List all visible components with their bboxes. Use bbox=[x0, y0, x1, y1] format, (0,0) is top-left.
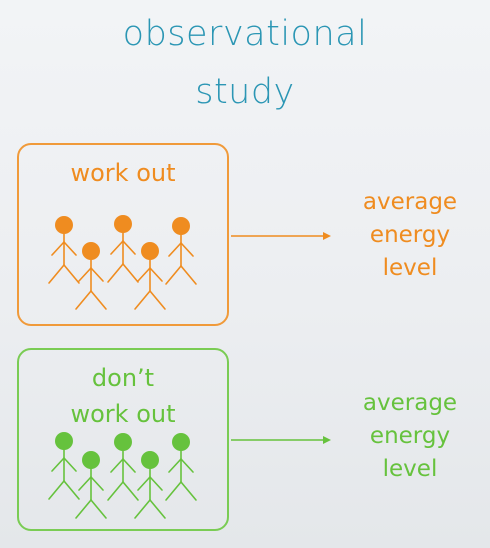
outcome-line: average bbox=[362, 390, 458, 416]
dont-work-out-label-line-2: work out bbox=[70, 400, 176, 428]
work-out-label: work out bbox=[70, 159, 176, 187]
outcome-line: average bbox=[362, 189, 458, 215]
outcome-line: energy bbox=[369, 423, 451, 449]
dont-work-out-label-line-1: don’t bbox=[91, 364, 155, 392]
outcome-line: energy bbox=[369, 222, 451, 248]
stick-figure-icon bbox=[107, 433, 139, 501]
arrow-right-icon bbox=[231, 232, 331, 240]
work-out-group-box: work out bbox=[17, 143, 229, 326]
stick-figure-icon bbox=[48, 216, 80, 284]
stick-figure-icon bbox=[165, 433, 197, 501]
stick-figure-icon bbox=[107, 215, 139, 283]
work-out-outcome: average energy level bbox=[340, 186, 480, 285]
stick-figure-icon bbox=[75, 242, 107, 310]
stick-figure-icon bbox=[134, 242, 166, 310]
stick-figure-icon bbox=[134, 451, 166, 519]
dont-work-out-group-box: don’t work out bbox=[17, 348, 229, 531]
arrow-right-icon bbox=[231, 436, 331, 444]
stick-figure-icon bbox=[48, 432, 80, 500]
stick-figure-icon bbox=[75, 451, 107, 519]
outcome-line: level bbox=[382, 255, 438, 281]
stick-figure-icon bbox=[165, 217, 197, 285]
outcome-line: level bbox=[382, 456, 438, 482]
dont-work-out-outcome: average energy level bbox=[340, 387, 480, 486]
diagram-title-line-2: study bbox=[195, 72, 295, 112]
diagram-title-line-1: observational bbox=[122, 14, 368, 54]
